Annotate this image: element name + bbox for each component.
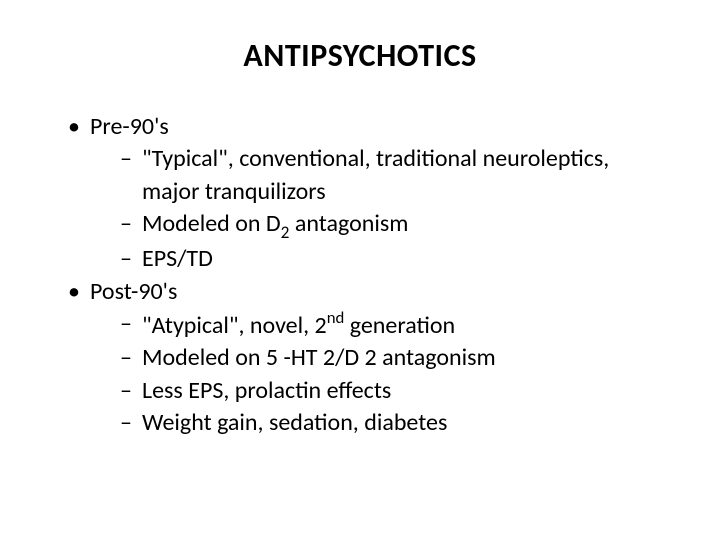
pre90s-item-typical: "Typical", conventional, traditional neu… [120,143,670,208]
bullet-pre90s-label: Pre-90's [90,112,169,141]
atypical-text-post: generation [344,311,455,340]
post90s-item-less-eps: Less EPS, prolactin effects [120,375,670,407]
sublist-post90s: "Atypical", novel, 2nd generation Modele… [90,308,670,440]
d2-subscript: 2 [281,222,290,243]
bullet-post90s: Post-90's "Atypical", novel, 2nd generat… [68,276,670,440]
pre90s-item-eps: EPS/TD [120,243,670,275]
sublist-pre90s: "Typical", conventional, traditional neu… [90,143,670,275]
post90s-item-atypical: "Atypical", novel, 2nd generation [120,308,670,342]
nd-superscript: nd [327,307,345,328]
post90s-item-modeled: Modeled on 5 -HT 2/D 2 antagonism [120,342,670,374]
slide-title: ANTIPSYCHOTICS [50,36,670,75]
slide-container: ANTIPSYCHOTICS Pre-90's "Typical", conve… [0,0,720,540]
modeled-text-pre: Modeled on D [142,209,281,238]
pre90s-item-modeled: Modeled on D2 antagonism [120,208,670,243]
modeled-text-post: antagonism [289,209,408,238]
bullet-post90s-label: Post-90's [90,277,177,306]
post90s-item-weight: Weight gain, sedation, diabetes [120,407,670,439]
atypical-text-pre: "Atypical", novel, 2 [142,311,327,340]
bullet-list: Pre-90's "Typical", conventional, tradit… [50,111,670,440]
bullet-pre90s: Pre-90's "Typical", conventional, tradit… [68,111,670,276]
